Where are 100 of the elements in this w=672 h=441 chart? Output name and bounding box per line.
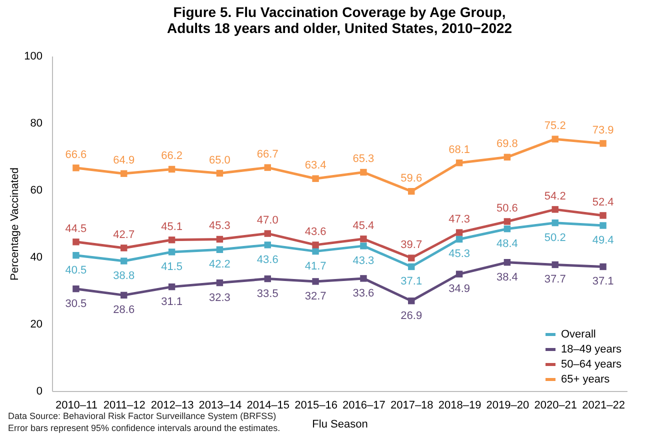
data-label: 47.3 <box>448 214 470 226</box>
data-label: 41.7 <box>304 260 326 272</box>
data-label: 37.7 <box>544 274 566 286</box>
point <box>552 219 558 226</box>
data-label: 41.5 <box>161 260 183 273</box>
point <box>264 230 271 237</box>
data-label: 42.2 <box>208 258 230 271</box>
point <box>264 164 271 171</box>
data-label: 38.8 <box>113 270 135 282</box>
x-tick-label: 2013–14 <box>198 400 242 412</box>
point <box>120 244 128 252</box>
x-tick-label: 2010–11 <box>55 400 98 412</box>
x-tick-label: 2012–13 <box>150 400 194 412</box>
data-label: 50.6 <box>496 202 518 214</box>
point <box>408 298 415 304</box>
data-label: 34.9 <box>448 283 470 296</box>
point <box>600 140 606 147</box>
legend-label: 18–49 years <box>561 344 622 356</box>
data-label: 48.4 <box>496 238 518 250</box>
y-tick-label: 40 <box>30 252 42 264</box>
data-label: 75.2 <box>544 120 566 132</box>
data-label: 43.6 <box>256 254 278 266</box>
data-label: 43.6 <box>304 226 326 238</box>
data-label: 30.5 <box>65 298 87 310</box>
point <box>456 160 463 166</box>
data-label: 66.7 <box>256 148 278 161</box>
data-label: 45.3 <box>208 220 230 232</box>
y-tick-label: 80 <box>30 118 42 130</box>
data-label: 50.2 <box>544 232 566 244</box>
data-label: 39.7 <box>400 239 422 252</box>
x-tick-label: 2014–15 <box>246 400 290 412</box>
point <box>168 283 176 290</box>
point <box>120 292 128 299</box>
data-label: 42.7 <box>113 228 135 241</box>
data-label: 69.8 <box>496 138 518 150</box>
data-label: 49.4 <box>592 234 614 247</box>
point <box>504 259 511 266</box>
point <box>216 279 224 286</box>
data-label: 59.6 <box>400 172 422 184</box>
data-label: 45.1 <box>161 220 183 233</box>
point <box>120 170 128 177</box>
x-axis-title: Flu Season <box>312 418 368 430</box>
x-tick-label: 2015–16 <box>294 400 338 412</box>
point <box>408 263 415 270</box>
x-tick-label: 2019–20 <box>486 400 530 412</box>
point <box>600 263 606 270</box>
point <box>408 188 415 195</box>
point <box>216 246 224 253</box>
point <box>312 248 319 255</box>
point <box>72 164 80 172</box>
data-label: 37.1 <box>400 276 422 288</box>
x-tick-label: 2020–21 <box>534 400 578 412</box>
data-label: 32.3 <box>208 292 230 304</box>
x-tick-label: 2016–17 <box>342 400 386 412</box>
data-label: 28.6 <box>113 304 135 316</box>
point <box>312 242 319 248</box>
point <box>168 166 176 173</box>
y-tick-label: 100 <box>24 50 42 62</box>
point <box>456 229 463 236</box>
point <box>168 236 176 244</box>
data-label: 45.3 <box>448 248 470 260</box>
point <box>456 236 463 243</box>
x-tick-label: 2011–12 <box>103 400 146 412</box>
point <box>360 168 367 176</box>
data-label: 64.9 <box>113 154 135 167</box>
chart-title: Figure 5. Flu Vaccination Coverage by Age Group, Adults 18 years and older, United States, 2010−2022 <box>166 4 512 36</box>
data-label: 73.9 <box>592 124 614 136</box>
point <box>312 278 319 285</box>
point <box>504 226 511 232</box>
data-label: 43.3 <box>352 254 374 267</box>
data-label: 52.4 <box>592 196 614 208</box>
data-label: 31.1 <box>161 296 183 308</box>
point <box>72 285 80 292</box>
legend-label: 50–64 years <box>561 358 622 370</box>
y-tick-label: 20 <box>30 318 42 330</box>
point <box>312 175 319 182</box>
x-tick-label: 2018–19 <box>438 400 482 412</box>
point <box>120 258 128 264</box>
point <box>264 242 271 248</box>
point <box>552 136 558 142</box>
point <box>360 275 367 282</box>
y-tick-label: 60 <box>30 184 42 196</box>
data-label: 37.1 <box>592 276 614 288</box>
point <box>216 236 224 243</box>
data-label: 26.9 <box>400 310 422 322</box>
data-label: 38.4 <box>496 271 518 284</box>
point <box>216 170 224 177</box>
point <box>552 261 558 268</box>
legend-label: Overall <box>561 328 596 340</box>
point <box>600 222 606 229</box>
y-tick-label: 0 <box>36 386 42 398</box>
point <box>504 154 511 161</box>
point <box>504 218 511 225</box>
point <box>360 242 367 250</box>
text: Error bars represent 95% confidence intervals around the estimates. <box>8 422 280 434</box>
data-label: 66.6 <box>65 148 87 161</box>
point <box>264 275 271 282</box>
point <box>552 206 558 213</box>
point <box>600 212 606 219</box>
y-axis-title: Percentage Vaccinated <box>9 168 22 280</box>
